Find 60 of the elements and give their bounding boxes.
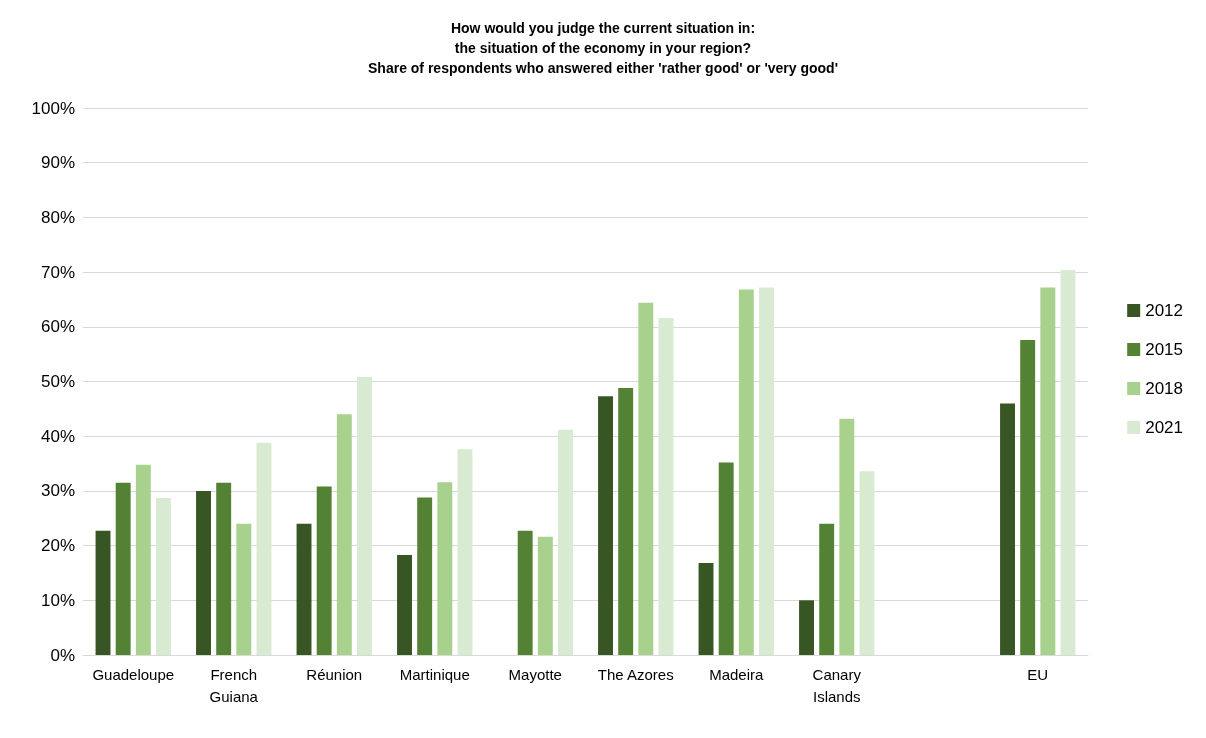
bar [316,486,332,655]
bar [618,388,634,655]
x-tick-label: Guadeloupe [92,665,175,683]
y-tick-label: 30% [40,481,75,501]
y-tick-label: 80% [40,207,75,227]
bar [236,523,252,655]
y-tick-label: 100% [31,98,75,118]
bar [819,523,835,655]
x-tick-label: Mayotte [508,665,562,683]
chart-title: How would you judge the current situation in: the situation of the economy in your region? Share of respondents who answered either 'rather good' or 'very good' [368,20,838,76]
y-tick-label: 60% [40,317,75,337]
legend-label: 2015 [1145,340,1184,359]
y-tick-label: 10% [40,590,75,610]
y-tick-label: 50% [40,372,75,391]
bar [256,442,272,655]
bar [1000,403,1015,655]
bar [698,563,714,655]
bar [156,498,171,655]
bar [718,462,734,655]
bar [598,396,613,655]
bar [115,482,131,655]
bar [799,600,814,655]
y-tick-label: 40% [40,426,75,446]
bar [638,302,654,655]
bar [336,414,352,655]
bar [1040,287,1056,655]
y-tick-label: 70% [40,262,75,282]
bar [658,318,674,655]
bar [839,418,855,655]
x-tick-label: Réunion [306,665,363,683]
bar [1060,269,1076,655]
bar [296,523,312,655]
x-tick-label: Madeira [709,665,764,683]
x-tick-label: Martinique [399,665,470,683]
x-tick-label: Canary Islands [812,665,862,705]
bar [437,482,453,655]
legend-label: 2018 [1145,379,1184,398]
bar [216,482,232,655]
bar [196,490,211,655]
legend-label: 2021 [1145,418,1184,437]
y-tick-label: 0% [50,645,75,665]
bar [738,289,754,655]
bar [759,287,774,655]
bar [558,429,573,655]
bar [417,497,433,655]
y-tick-label: 90% [40,153,75,173]
y-tick-label: 20% [40,536,75,556]
bar [135,464,151,655]
bar [859,471,875,655]
bar [357,377,372,655]
x-tick-label: EU [1027,665,1049,683]
bar [517,530,533,655]
bar [397,554,412,655]
bar [457,449,473,655]
bar [1020,339,1036,655]
legend-label: 2012 [1145,301,1184,320]
x-tick-label: The Azores [597,665,674,683]
bar [95,530,111,655]
bar [537,536,553,655]
x-tick-label: French Guiana [209,665,259,705]
